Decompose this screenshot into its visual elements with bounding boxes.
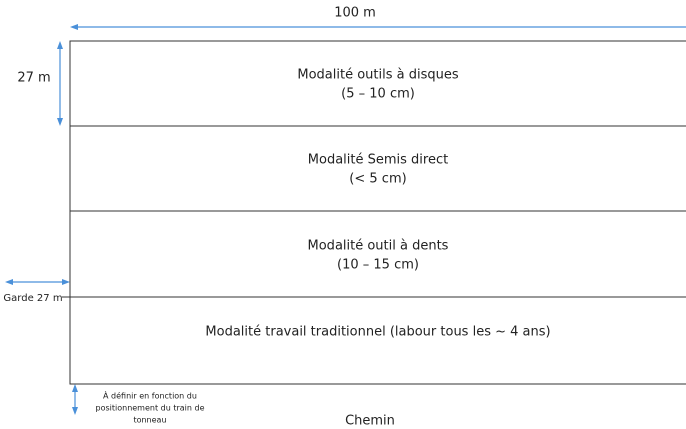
bottom-note: positionnement du train de [96,404,205,413]
plot-label: Modalité outil à dents [308,239,449,254]
bottom-note: À définir en fonction du [103,390,197,401]
path-label: Chemin [345,414,395,429]
width-label: 100 m [334,6,376,21]
arrow-head [70,24,78,30]
arrow-head [72,384,78,392]
plot-label: Modalité Semis direct [308,153,448,168]
arrows [5,24,686,415]
plot-depth: (< 5 cm) [349,172,406,187]
field-outline [69,40,686,385]
arrow-head [62,279,70,285]
arrow-head [57,41,63,49]
plot-label: Modalité outils à disques [297,68,458,83]
plot-label: Modalité travail traditionnel (labour to… [205,325,550,340]
arrow-head [5,279,13,285]
plots [62,40,686,385]
arrow-head [72,407,78,415]
bottom-note: tonneau [133,416,166,425]
arrow-head [57,118,63,126]
height-label: 27 m [17,71,50,86]
plot-depth: (5 – 10 cm) [341,87,415,102]
guard-label: Garde 27 m [3,293,62,304]
plot-depth: (10 – 15 cm) [337,258,419,273]
